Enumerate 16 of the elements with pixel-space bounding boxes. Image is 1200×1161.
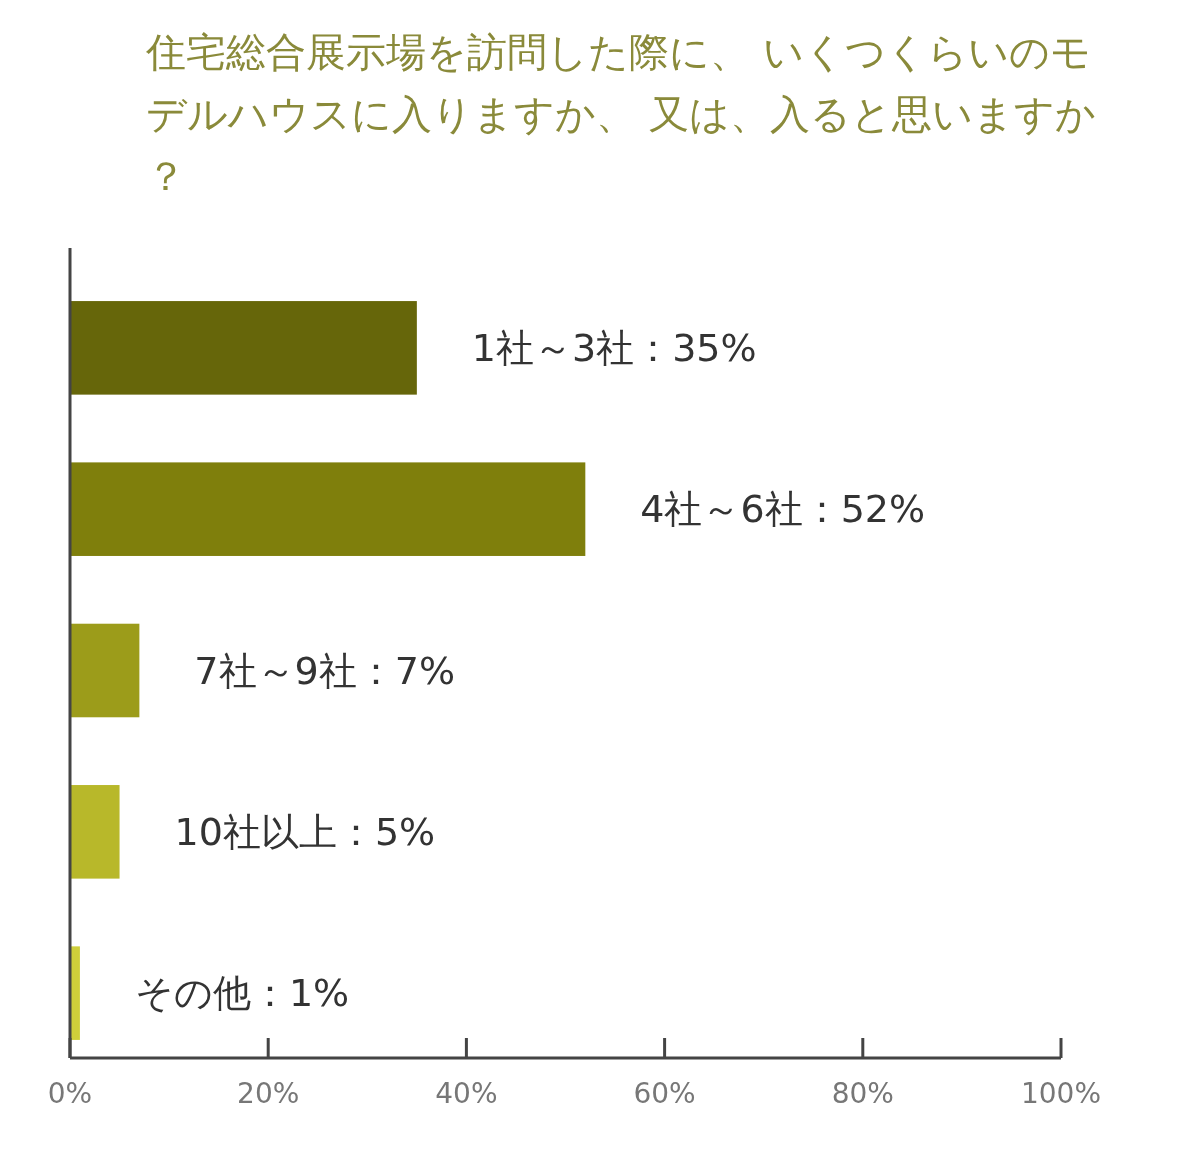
y-tick-label: その他：1% [134, 971, 350, 1016]
bar [70, 785, 120, 879]
x-tick-label: 20% [237, 1077, 300, 1110]
x-tick-label: 100% [1020, 1077, 1102, 1110]
y-tick-label: 4社～6社：52% [640, 487, 926, 532]
bar [70, 623, 140, 718]
x-tick-label: 0% [47, 1077, 93, 1110]
chart-title: 住宅総合展示場を訪問した際に、 いくつくらいのモデルハウスに入りますか、 又は、入ると思いますか？ [145, 29, 1096, 199]
x-tick-label: 60% [633, 1077, 696, 1110]
y-tick-label: 10社以上：5% [174, 809, 436, 854]
bar [70, 301, 417, 395]
y-tick-label: 7社～9社：7% [194, 648, 456, 693]
y-tick-label: 1社～3社：35% [471, 325, 757, 370]
bar [70, 462, 586, 556]
x-tick-label: 80% [831, 1077, 894, 1110]
x-tick-label: 40% [435, 1077, 498, 1110]
